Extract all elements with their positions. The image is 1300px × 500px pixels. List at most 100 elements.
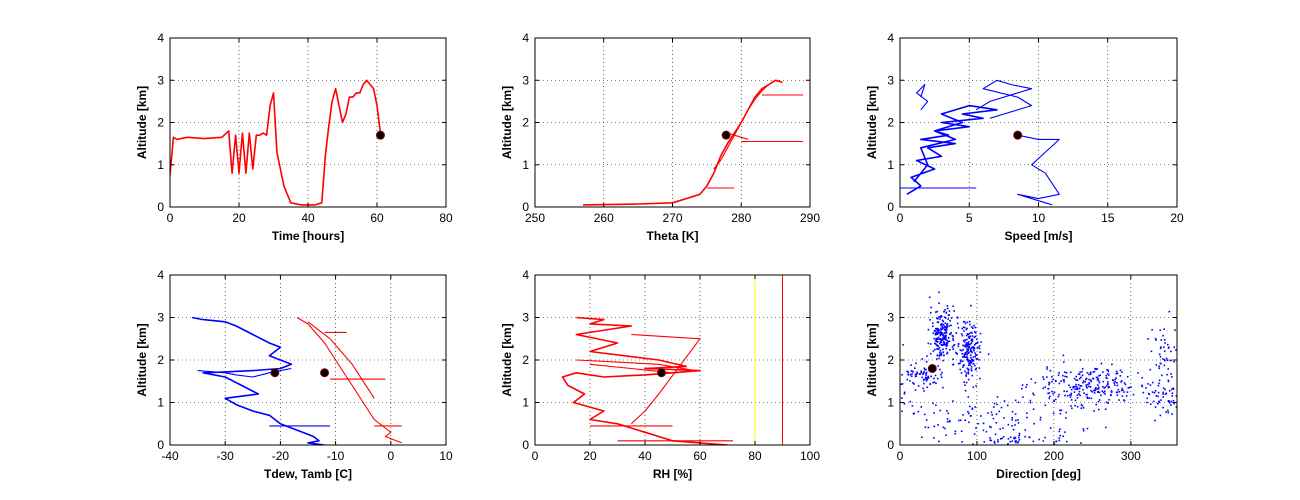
scatter-point [909,400,912,403]
scatter-point [969,361,972,363]
scatter-point [992,406,995,408]
scatter-point [944,427,946,430]
scatter-point [1147,383,1149,385]
scatter-point [1032,408,1035,411]
scatter-point [950,331,952,334]
scatter-point [1017,436,1020,439]
series-line [191,316,325,445]
scatter-point [940,341,942,344]
scatter-point [935,339,937,342]
x-tick-label: 290 [800,211,820,225]
scatter-point [973,330,976,333]
scatter-point [930,306,933,309]
scatter-point [1051,375,1053,378]
scatter-point [1162,391,1164,394]
scatter-point [970,356,972,359]
x-tick-label: 200 [1044,449,1064,463]
scatter-point [1175,349,1177,351]
scatter-point [1033,394,1035,396]
scatter-point [1101,390,1104,393]
scatter-point [967,341,970,343]
scatter-point [1137,372,1139,374]
scatter-point [1174,329,1176,331]
scatter-point [1080,407,1083,410]
scatter-point [1151,328,1153,331]
current-position-marker [721,130,731,140]
scatter-point [938,302,940,305]
scatter-point [964,339,966,341]
scatter-point [975,367,977,370]
scatter-point [1166,359,1169,362]
scatter-point [1014,424,1016,426]
scatter-point [1079,394,1081,397]
scatter-point [946,305,949,307]
x-tick-label: 100 [967,449,987,463]
x-tick-label: 10 [1032,211,1046,225]
scatter-point [941,328,944,330]
scatter-point [942,386,944,389]
scatter-point [945,434,947,437]
x-tick-label: 20 [232,211,246,225]
scatter-point [1089,373,1092,375]
scatter-point [1163,364,1166,367]
x-tick-label: -10 [327,449,345,463]
scatter-point [1093,370,1096,373]
scatter-point [1160,339,1163,341]
scatter-point [1125,395,1128,397]
scatter-point [974,368,977,371]
scatter-point [1089,371,1092,374]
scatter-point [910,375,913,378]
scatter-point [957,362,960,365]
scatter-point [932,332,935,334]
scatter-point [965,381,968,384]
scatter-point [946,323,949,325]
scatter-point [964,344,967,346]
axes-frame [899,274,1178,446]
scatter-point [921,358,924,360]
scatter-point [1158,367,1161,370]
scatter-point [933,412,935,414]
scatter-point [1072,387,1075,389]
scatter-point [955,332,958,334]
scatter-point [974,326,977,329]
scatter-point [965,342,968,344]
scatter-point [1049,427,1052,429]
scatter-point [943,328,946,331]
y-tick-label: 2 [522,353,529,367]
scatter-point [997,440,999,443]
scatter-point [924,378,927,380]
scatter-point [1095,376,1098,379]
scatter-point [1070,394,1072,396]
y-axis-label: Altitude [km] [500,323,514,396]
scatter-point [990,411,993,414]
scatter-point [1055,440,1058,443]
scatter-point [960,372,963,374]
scatter-point [1054,379,1057,382]
scatter-point [970,368,973,370]
scatter-point [935,337,938,340]
scatter-point [1069,371,1072,374]
scatter-point [968,412,970,415]
series-line [906,104,998,195]
scatter-point [938,347,941,349]
y-tick-label: 2 [157,353,164,367]
scatter-point [946,307,949,310]
scatter-point [943,332,946,334]
scatter-point [970,342,973,345]
scatter-point [940,352,943,355]
scatter-point [1157,391,1160,394]
scatter-point [946,351,949,354]
scatter-point [942,336,944,339]
scatter-point [1091,391,1094,393]
scatter-point [1048,382,1051,384]
scatter-point [1097,400,1100,403]
scatter-point [968,332,971,335]
scatter-point [942,359,944,362]
scatter-point [937,329,940,332]
scatter-point [937,328,940,331]
scatter-point [1095,403,1098,406]
scatter-point [965,334,968,337]
x-axis-label: Time [hours] [272,229,344,243]
scatter-point [1081,405,1084,407]
scatter-point [967,348,969,350]
